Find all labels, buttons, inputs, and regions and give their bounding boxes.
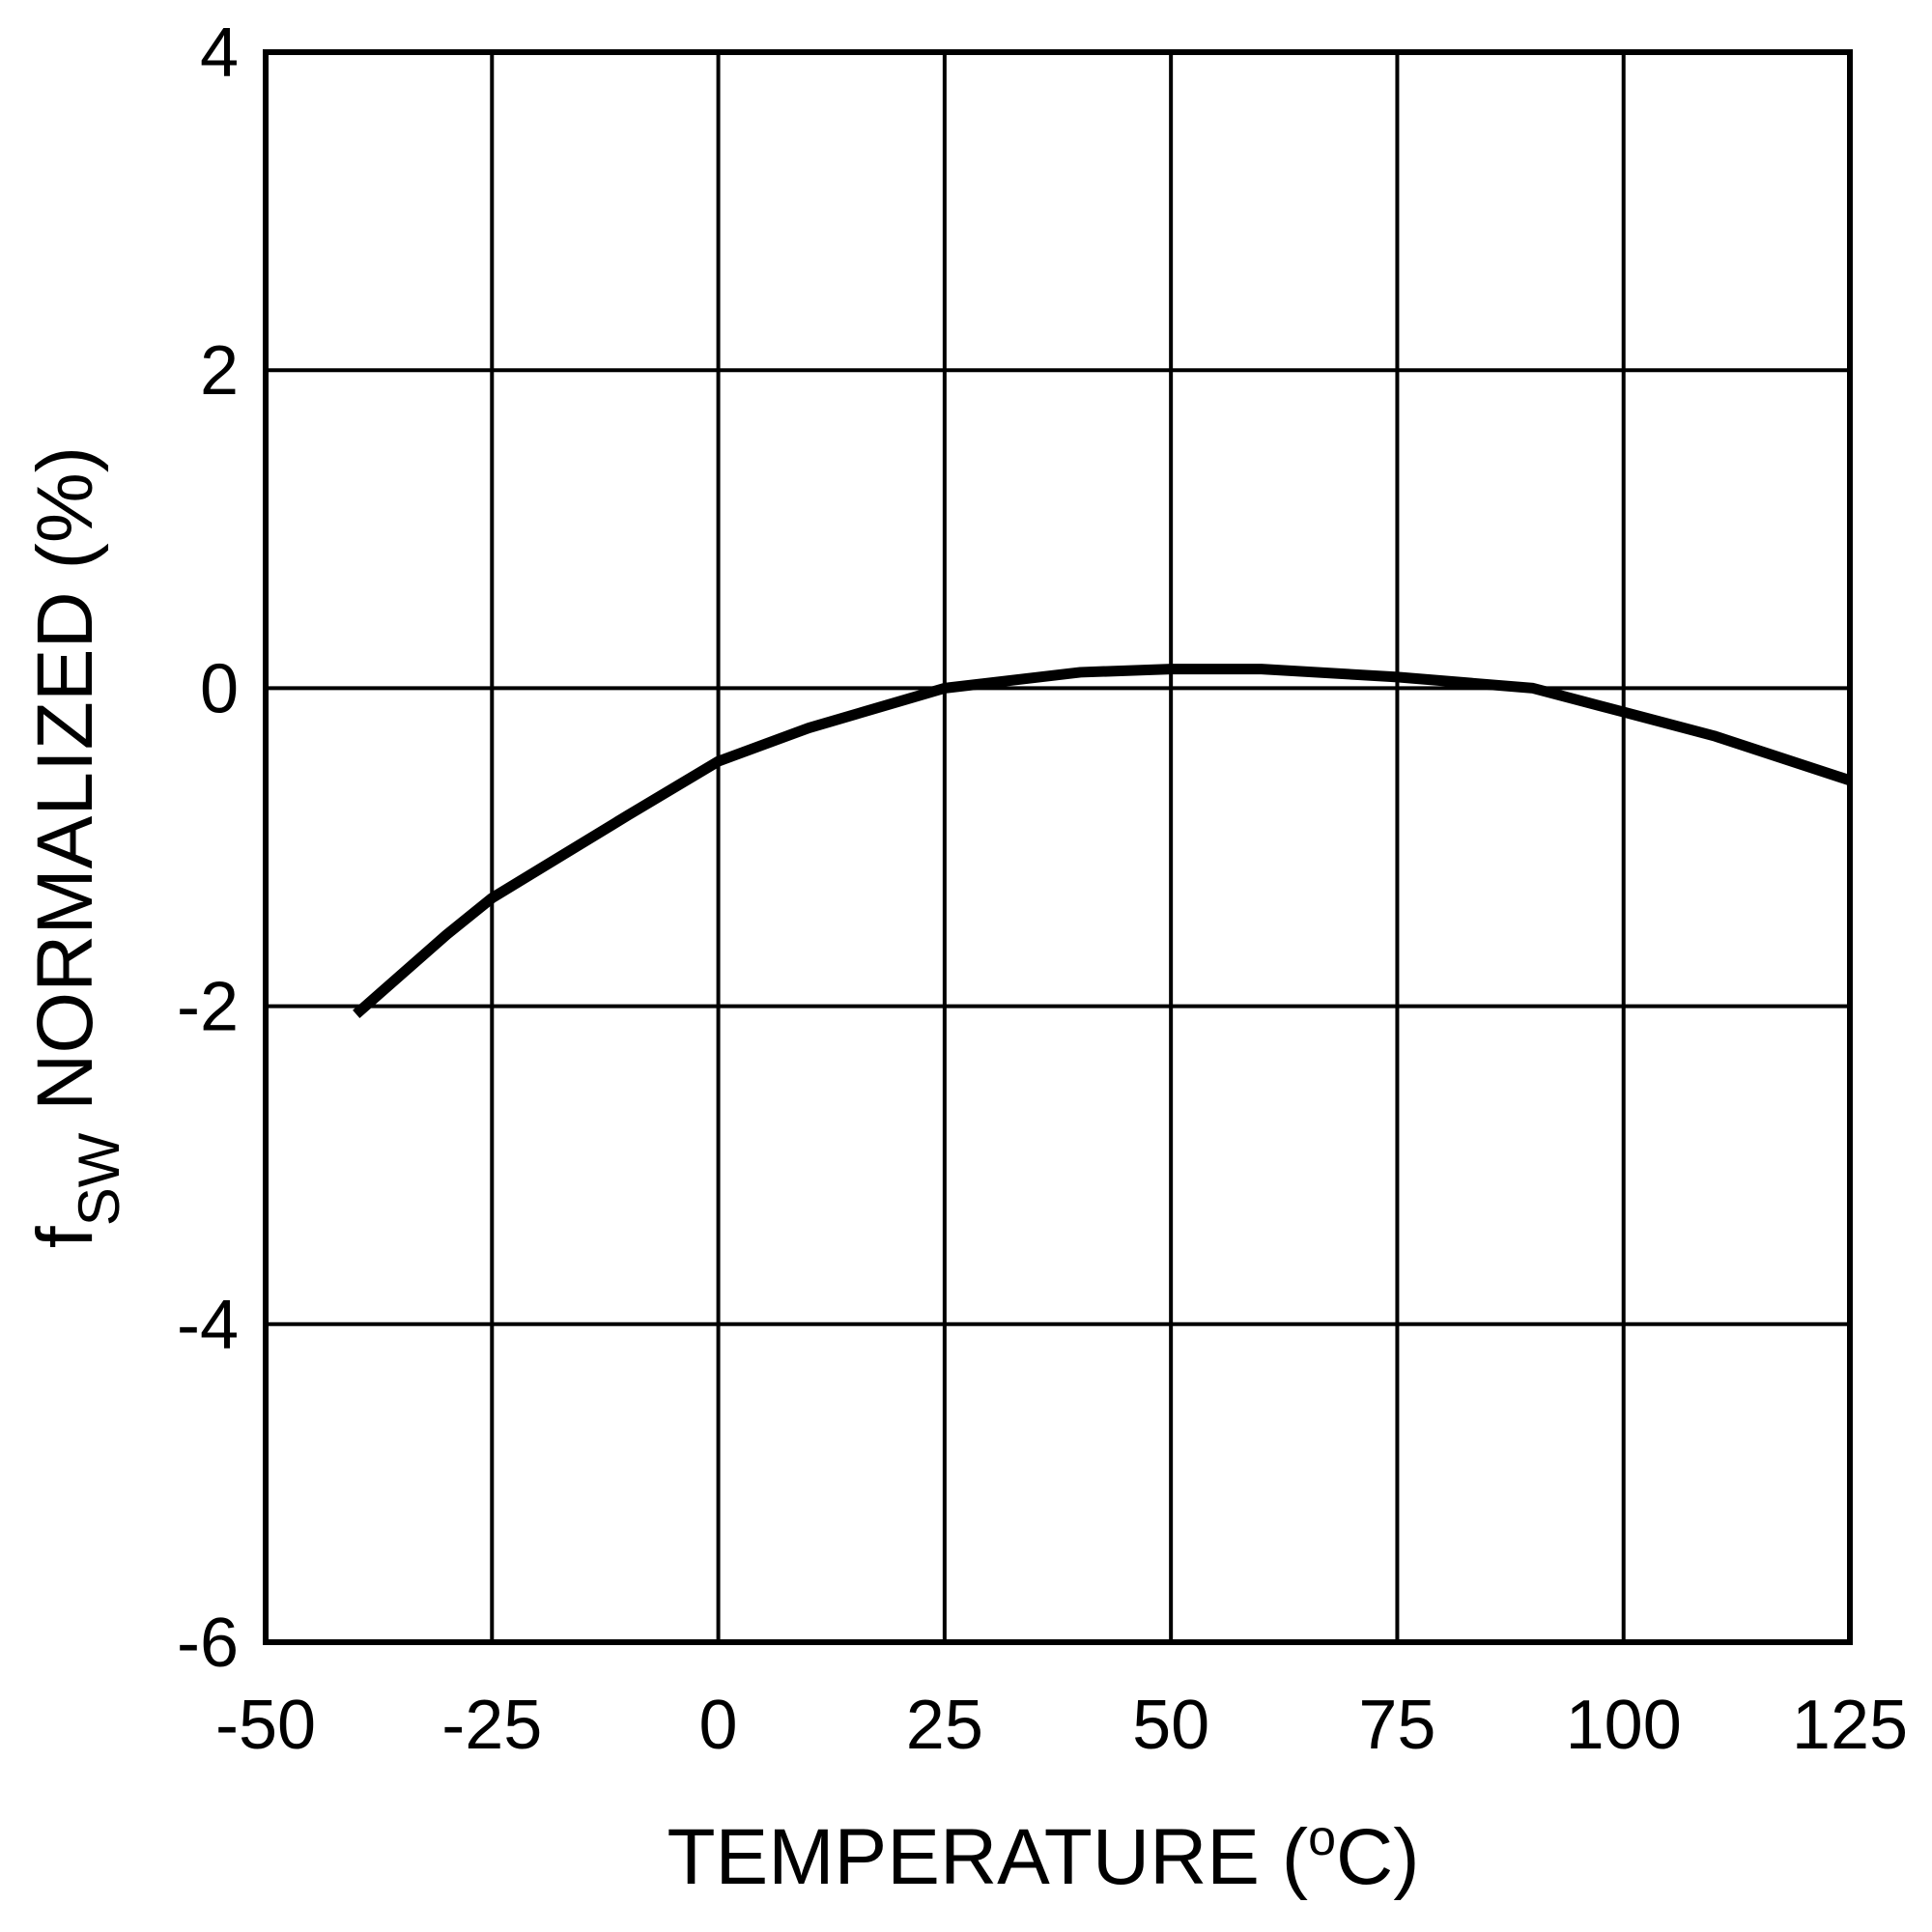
x-label-main: TEMPERATURE (: [667, 1813, 1308, 1901]
x-tick-label: 50: [1132, 1687, 1209, 1764]
x-tick-label: 100: [1566, 1687, 1682, 1764]
x-label-rest: C): [1336, 1813, 1420, 1901]
plot-frame: [263, 49, 1853, 1645]
y-tick-label: -4: [177, 1287, 239, 1364]
x-label-sup: o: [1308, 1810, 1336, 1866]
y-label-sub: SW: [67, 1132, 131, 1226]
x-tick-label: 125: [1792, 1687, 1908, 1764]
y-tick-label: 4: [200, 14, 239, 92]
y-label-main: f: [21, 1226, 109, 1248]
x-axis-label: TEMPERATURE (oC): [667, 1810, 1419, 1901]
y-tick-label: 0: [200, 650, 239, 727]
y-axis-label: fSW NORMALIZED (%): [21, 446, 131, 1248]
x-tick-label: 25: [906, 1687, 983, 1764]
y-tick-label: -2: [177, 969, 239, 1046]
x-tick-label: -25: [441, 1687, 542, 1764]
y-label-rest: NORMALIZED (%): [21, 446, 109, 1133]
x-tick-label: 75: [1358, 1687, 1435, 1764]
y-tick-label: -6: [177, 1605, 239, 1682]
x-tick-label: 0: [699, 1687, 738, 1764]
data-line: [353, 664, 1852, 1018]
x-tick-label: -50: [215, 1687, 316, 1764]
y-tick-label: 2: [200, 332, 239, 410]
